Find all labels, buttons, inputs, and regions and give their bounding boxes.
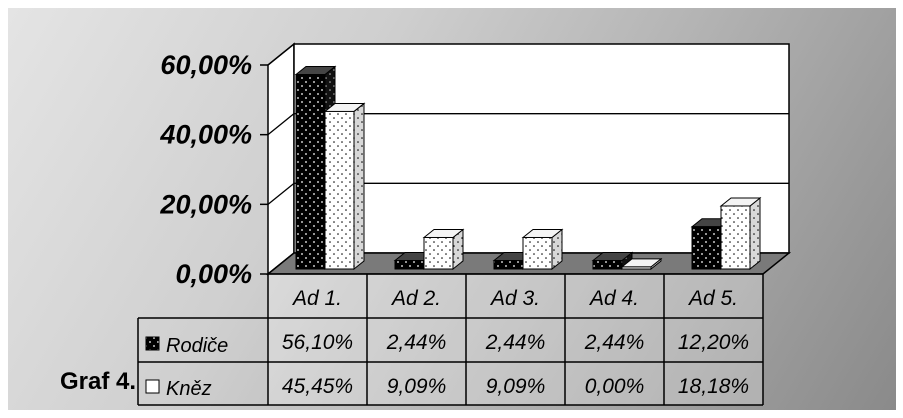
legend-swatch-rodice — [145, 336, 160, 351]
y-tick-label: 40,00% — [159, 120, 252, 150]
data-label: 12,20% — [678, 331, 749, 354]
bar-knez — [719, 196, 762, 271]
data-label: 9,09% — [387, 375, 447, 398]
legend-label-rodice: Rodiče — [166, 335, 228, 357]
data-label: 56,10% — [282, 331, 353, 354]
y-tick-label: 20,00% — [159, 189, 252, 219]
bar-knez — [323, 102, 366, 271]
y-tick-label: 60,00% — [160, 50, 252, 80]
x-category-label: Ad 2. — [390, 287, 441, 310]
x-category-label: Ad 5. — [687, 287, 738, 310]
gridline-side — [267, 113, 295, 136]
bar-knez — [521, 228, 564, 271]
data-label: 9,09% — [486, 375, 546, 398]
x-category-label: Ad 4. — [588, 287, 639, 310]
plot-side-wall — [267, 42, 295, 276]
bar-knez — [422, 228, 465, 271]
data-label: 2,44% — [386, 331, 447, 354]
x-category-label: Ad 3. — [489, 287, 540, 310]
gridline-side — [267, 182, 295, 205]
data-label: 0,00% — [585, 375, 645, 398]
y-tick-label: 0,00% — [175, 259, 252, 289]
x-category-label: Ad 1. — [291, 287, 342, 310]
bar-knez — [620, 257, 663, 271]
data-table — [268, 274, 763, 405]
data-label: 2,44% — [584, 331, 645, 354]
plot-back-wall — [293, 43, 790, 254]
legend-swatch-knez — [145, 379, 160, 394]
data-label: 18,18% — [678, 375, 749, 398]
legend-label-knez: Kněz — [166, 378, 212, 400]
data-label: 45,45% — [282, 375, 353, 398]
data-label: 2,44% — [485, 331, 546, 354]
figure-caption: Graf 4. — [60, 368, 137, 395]
